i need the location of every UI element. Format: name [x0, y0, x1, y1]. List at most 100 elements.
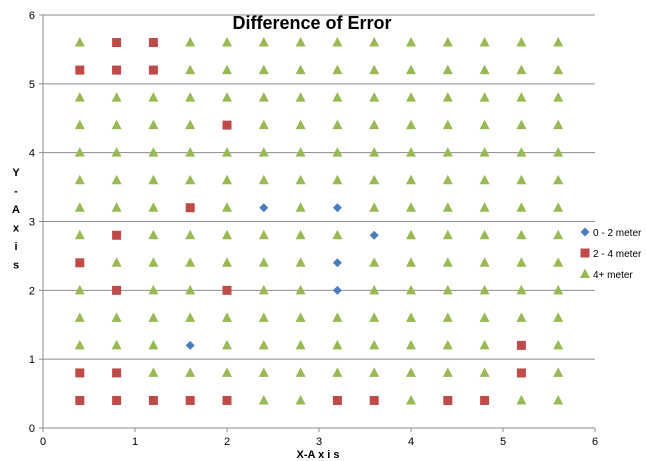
- data-point-2-4: [112, 395, 122, 405]
- data-point-4plus: [74, 147, 85, 157]
- data-point-4plus: [185, 284, 196, 295]
- data-point-4plus: [442, 174, 453, 185]
- data-point-4plus: [185, 312, 196, 322]
- data-point-4plus: [295, 147, 306, 157]
- data-point-4plus: [258, 37, 269, 47]
- data-point-4plus: [148, 339, 159, 350]
- y-tick-label: 4: [29, 148, 35, 160]
- data-point-2-4: [332, 395, 342, 405]
- x-tick-label: 5: [500, 436, 506, 448]
- data-point-4plus: [332, 339, 343, 350]
- data-point-4plus: [479, 92, 490, 102]
- data-point-4plus: [185, 147, 196, 157]
- y-tick-label: 3: [29, 217, 35, 229]
- data-point-4plus: [295, 229, 306, 240]
- data-point-4plus: [148, 257, 159, 267]
- data-point-4plus: [406, 119, 416, 130]
- data-point-2-4: [369, 395, 379, 405]
- y-axis-title-char: i: [14, 241, 17, 253]
- data-point-2-4: [148, 65, 158, 75]
- data-point-4plus: [222, 92, 232, 102]
- data-point-4plus: [406, 284, 416, 295]
- data-point-4plus: [369, 174, 380, 185]
- data-point-0-2: [185, 340, 195, 350]
- data-point-4plus: [148, 312, 159, 322]
- y-axis-title-char: -: [14, 186, 18, 198]
- data-point-4plus: [369, 339, 380, 350]
- data-point-4plus: [442, 312, 453, 322]
- data-point-4plus: [442, 339, 453, 350]
- data-point-4plus: [258, 229, 269, 240]
- data-point-4plus: [295, 174, 306, 185]
- data-point-4plus: [516, 119, 527, 130]
- data-point-4plus: [369, 92, 380, 102]
- data-point-4plus: [258, 394, 269, 405]
- data-point-4plus: [185, 174, 196, 185]
- data-point-4plus: [516, 37, 527, 47]
- data-point-4plus: [369, 312, 380, 322]
- data-point-0-2: [369, 230, 379, 240]
- data-point-4plus: [406, 312, 416, 322]
- data-point-4plus: [479, 174, 490, 185]
- data-point-2-4: [75, 258, 85, 268]
- data-point-4plus: [553, 37, 564, 47]
- data-point-4plus: [369, 64, 380, 75]
- data-point-4plus: [553, 92, 564, 102]
- data-point-2-4: [480, 395, 490, 405]
- data-point-2-4: [185, 395, 195, 405]
- data-point-2-4: [75, 65, 85, 75]
- data-point-2-4: [112, 368, 122, 378]
- y-tick-label: 5: [29, 79, 35, 91]
- data-point-4plus: [369, 119, 380, 130]
- data-point-4plus: [332, 64, 343, 75]
- data-point-4plus: [332, 119, 343, 130]
- data-point-4plus: [258, 147, 269, 157]
- data-point-4plus: [516, 257, 527, 267]
- legend-label: 0 - 2 meter: [593, 228, 642, 239]
- data-point-4plus: [74, 202, 85, 212]
- data-point-4plus: [295, 394, 306, 405]
- data-point-4plus: [479, 367, 490, 377]
- x-tick-label: 2: [224, 436, 230, 448]
- data-point-4plus: [222, 312, 232, 322]
- axes: [39, 14, 596, 432]
- data-point-4plus: [553, 64, 564, 75]
- data-point-4plus: [222, 257, 232, 267]
- data-point-4plus: [406, 367, 416, 377]
- data-point-4plus: [222, 339, 232, 350]
- data-point-2-4: [75, 395, 85, 405]
- data-point-4plus: [148, 284, 159, 295]
- data-point-2-4: [222, 395, 232, 405]
- data-point-4plus: [74, 284, 85, 295]
- data-point-4plus: [369, 284, 380, 295]
- data-point-4plus: [222, 64, 232, 75]
- data-point-0-2: [332, 258, 342, 268]
- data-point-4plus: [332, 174, 343, 185]
- y-tick-label: 1: [29, 354, 35, 366]
- data-point-0-2: [259, 203, 269, 213]
- data-point-4plus: [516, 394, 527, 405]
- data-point-0-2: [332, 285, 342, 295]
- data-point-4plus: [295, 92, 306, 102]
- data-point-4plus: [479, 229, 490, 240]
- y-axis-title-char: A: [12, 204, 20, 216]
- legend-marker: [580, 248, 590, 258]
- data-point-4plus: [406, 339, 416, 350]
- y-tick-label: 0: [29, 423, 35, 435]
- data-point-4plus: [295, 64, 306, 75]
- data-point-4plus: [111, 147, 122, 157]
- data-point-4plus: [406, 64, 416, 75]
- data-point-4plus: [74, 119, 85, 130]
- data-point-4plus: [295, 284, 306, 295]
- data-point-4plus: [111, 174, 122, 185]
- data-point-4plus: [148, 119, 159, 130]
- data-point-4plus: [111, 202, 122, 212]
- data-point-4plus: [258, 284, 269, 295]
- data-point-4plus: [258, 119, 269, 130]
- data-point-4plus: [553, 119, 564, 130]
- data-point-4plus: [332, 229, 343, 240]
- data-point-4plus: [332, 367, 343, 377]
- data-point-4plus: [74, 92, 85, 102]
- data-point-4plus: [111, 339, 122, 350]
- data-point-4plus: [258, 312, 269, 322]
